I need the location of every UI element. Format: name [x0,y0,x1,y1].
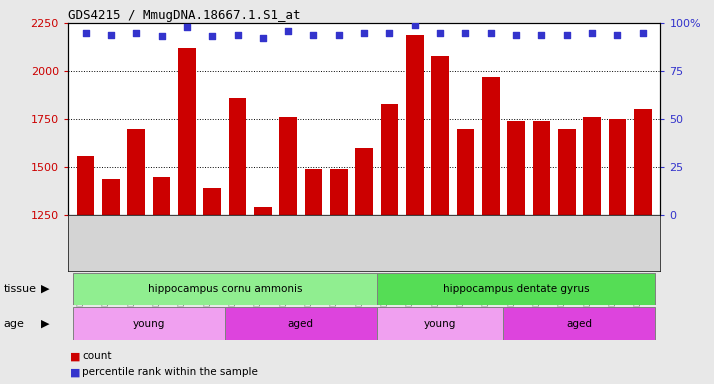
Point [383,30,395,36]
Bar [634,109,652,384]
Text: young: young [133,318,165,329]
Text: age: age [4,318,24,329]
Text: GDS4215 / MmugDNA.18667.1.S1_at: GDS4215 / MmugDNA.18667.1.S1_at [68,9,301,22]
Point [460,30,471,36]
Point [283,28,294,34]
Text: hippocampus cornu ammonis: hippocampus cornu ammonis [148,284,302,294]
Bar [305,169,322,384]
Point [308,31,319,38]
Text: percentile rank within the sample: percentile rank within the sample [82,367,258,377]
Bar [102,179,120,384]
Text: aged: aged [288,318,314,329]
Text: tissue: tissue [4,284,36,294]
Bar [330,169,348,384]
Bar [381,104,398,384]
Bar [178,48,196,384]
Point [131,30,142,36]
Bar [608,119,626,384]
Point [105,31,116,38]
Point [536,31,547,38]
Text: hippocampus dentate gyrus: hippocampus dentate gyrus [443,284,589,294]
Bar [377,273,655,305]
Bar [533,121,550,384]
Text: aged: aged [566,318,593,329]
Point [232,31,243,38]
Text: ▶: ▶ [41,318,49,329]
Bar [127,129,145,384]
Bar [431,56,449,384]
Text: count: count [82,351,111,361]
Point [80,30,91,36]
Bar [507,121,525,384]
Point [358,30,370,36]
Text: ■: ■ [70,351,81,361]
Point [206,33,218,40]
Bar [356,148,373,384]
Bar [482,77,500,384]
Point [612,31,623,38]
Bar [73,273,377,305]
Point [257,35,268,41]
Point [333,31,345,38]
Point [637,30,648,36]
Bar [254,207,272,384]
Bar [225,307,377,340]
Point [485,30,496,36]
Bar [503,307,655,340]
Point [586,30,598,36]
Bar [203,188,221,384]
Point [511,31,522,38]
Bar [73,307,225,340]
Bar [377,307,503,340]
Point [181,24,193,30]
Bar [153,177,171,384]
Point [409,22,421,28]
Point [561,31,573,38]
Bar [406,35,423,384]
Bar [558,129,575,384]
Text: young: young [424,318,456,329]
Point [156,33,167,40]
Text: ▶: ▶ [41,284,49,294]
Bar [456,129,474,384]
Bar [583,117,601,384]
Point [434,30,446,36]
Bar [279,117,297,384]
Bar [228,98,246,384]
Text: ■: ■ [70,367,81,377]
Bar [76,156,94,384]
